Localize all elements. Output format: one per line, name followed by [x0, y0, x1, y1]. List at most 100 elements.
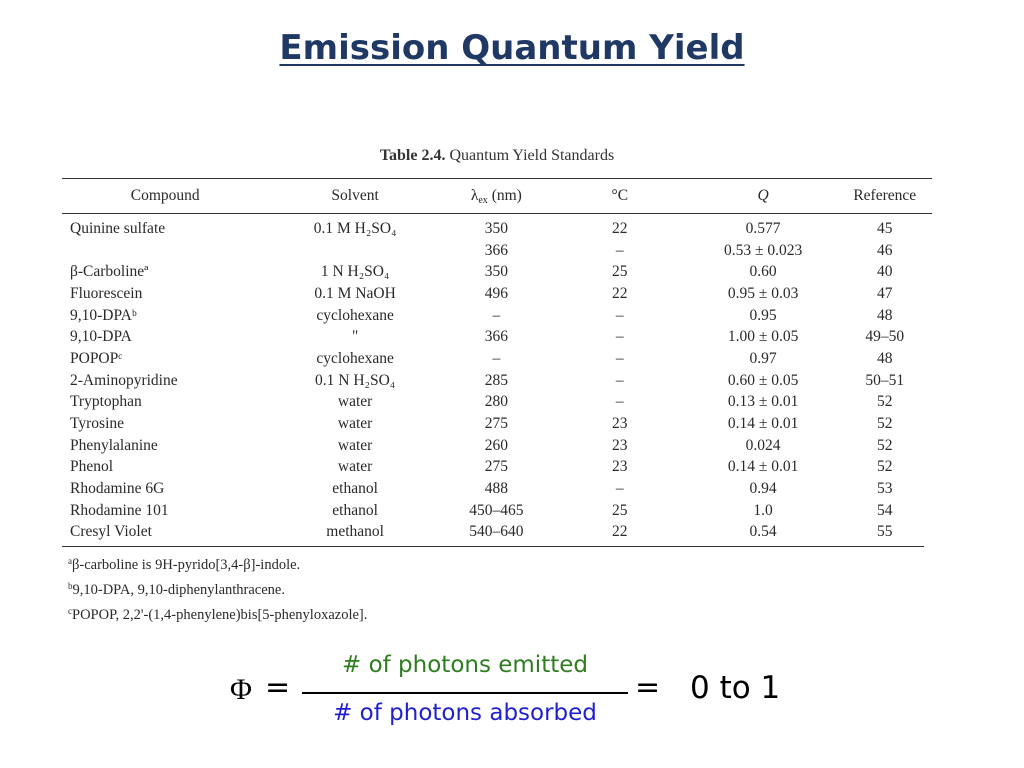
cell-temp: – [615, 241, 624, 259]
cell-solvent: water [337, 458, 373, 476]
cell-reference: 48 [877, 349, 893, 367]
header-lambda-symbol: λ [470, 186, 479, 204]
cell-solvent: 0.1 M H₂SO₄ [313, 219, 397, 237]
table-row: Phenol water 275 23 0.14 ± 0.01 52 [62, 457, 932, 479]
fraction-bar [302, 692, 628, 694]
equation-denominator: # of photons absorbed [333, 700, 597, 726]
table-bottom-rule [62, 546, 924, 547]
cell-solvent: ethanol [332, 480, 378, 498]
cell-solvent: 0.1 N H₂SO₄ [315, 371, 396, 389]
cell-reference: 53 [877, 480, 893, 498]
cell-compound: Cresyl Violet [70, 523, 152, 541]
cell-compound: Rhodamine 101 [70, 501, 169, 519]
cell-q: 0.577 [745, 219, 781, 237]
cell-lambda: 496 [484, 284, 508, 302]
footnote: aβ-carboline is 9H-pyrido[3,4-β]-indole. [68, 551, 367, 576]
cell-lambda: 350 [484, 219, 508, 237]
cell-lambda: 366 [484, 241, 508, 259]
cell-reference: 52 [877, 415, 893, 433]
cell-q: 0.024 [745, 436, 781, 454]
footnote-text: β-carboline is 9H-pyrido[3,4-β]-indole. [72, 557, 301, 573]
cell-reference: 52 [877, 436, 893, 454]
cell-lambda: 280 [484, 393, 508, 411]
cell-temp: – [615, 480, 624, 498]
cell-compound [62, 240, 268, 262]
cell-lambda: 540–640 [469, 523, 524, 541]
cell-reference: 45 [877, 219, 893, 237]
table-row: POPOPᶜ cyclohexane – – 0.97 48 [62, 348, 932, 370]
cell-q: 0.94 [749, 480, 777, 498]
table-row: Cresyl Violet methanol 540–640 22 0.54 55 [62, 522, 932, 544]
cell-lambda: 260 [484, 436, 508, 454]
cell-solvent: 0.1 M NaOH [314, 284, 396, 302]
cell-lambda: 275 [484, 458, 508, 476]
cell-compound: 9,10-DPA [70, 328, 132, 346]
cell-compound: Tyrosine [70, 415, 125, 433]
cell-reference: 52 [877, 393, 893, 411]
cell-reference: 47 [877, 284, 893, 302]
footnote-mark: b [68, 581, 73, 591]
table-header-row: Compound Solvent λex (nm) °C Q Reference [62, 180, 932, 212]
header-q-text: Q [757, 187, 769, 204]
cell-reference: 55 [877, 523, 893, 541]
cell-q: 0.95 [749, 306, 777, 324]
cell-compound: Phenol [70, 458, 114, 476]
header-lambda-sub: ex [478, 194, 488, 206]
cell-temp: – [615, 371, 624, 389]
table-top-rule [62, 178, 932, 179]
quantum-yield-equation: Φ = # of photons emitted # of photons ab… [0, 640, 1024, 740]
cell-temp: 25 [612, 501, 628, 519]
table-body: Quinine sulfate 0.1 M H₂SO₄ 350 22 0.577 45 36… [62, 218, 932, 543]
cell-lambda: 285 [484, 371, 508, 389]
cell-lambda: 366 [484, 328, 508, 346]
table-row: Quinine sulfate 0.1 M H₂SO₄ 350 22 0.577 45 [62, 218, 932, 240]
table-header-rule [62, 213, 932, 214]
cell-compound: 9,10-DPAᵇ [70, 306, 137, 324]
cell-lambda: – [492, 349, 501, 367]
cell-reference: 50–51 [865, 371, 905, 389]
cell-reference: 46 [877, 241, 893, 259]
cell-lambda: 350 [484, 263, 508, 281]
cell-compound: 2-Aminopyridine [70, 371, 178, 389]
cell-compound: β-Carbolineª [70, 263, 149, 281]
table-caption: Table 2.4. Quantum Yield Standards [0, 147, 994, 165]
header-temp: °C [611, 187, 629, 204]
quantum-yield-table: Compound Solvent λex (nm) °C Q Reference… [62, 180, 932, 543]
cell-solvent: water [337, 415, 373, 433]
table-row: Tryptophan water 280 – 0.13 ± 0.01 52 [62, 392, 932, 414]
header-q: Q [689, 180, 838, 212]
equals-sign: = [265, 670, 291, 705]
cell-q: 0.60 ± 0.05 [727, 371, 799, 389]
cell-temp: 23 [612, 458, 628, 476]
header-lambda: λex (nm) [442, 180, 551, 212]
equation-result: 0 to 1 [690, 670, 781, 706]
cell-compound: Phenylalanine [70, 436, 158, 454]
cell-reference: 48 [877, 306, 893, 324]
table-row: Rhodamine 6G ethanol 488 – 0.94 53 [62, 478, 932, 500]
slide-title: Emission Quantum Yield [279, 28, 745, 68]
footnote: b9,10-DPA, 9,10-diphenylanthracene. [68, 576, 367, 601]
cell-q: 0.95 ± 0.03 [727, 284, 799, 302]
cell-compound: Quinine sulfate [70, 219, 166, 237]
cell-temp: – [615, 328, 624, 346]
cell-compound: POPOPᶜ [70, 349, 123, 367]
cell-q: 0.54 [749, 523, 777, 541]
cell-temp: – [615, 306, 624, 324]
table-row: Rhodamine 101 ethanol 450–465 25 1.0 54 [62, 500, 932, 522]
cell-reference: 40 [877, 263, 893, 281]
cell-temp: 22 [612, 523, 628, 541]
phi-symbol: Φ [230, 673, 252, 706]
cell-compound: Rhodamine 6G [70, 480, 165, 498]
cell-q: 0.97 [749, 349, 777, 367]
table-row: β-Carbolineª 1 N H₂SO₄ 350 25 0.60 40 [62, 261, 932, 283]
cell-compound: Tryptophan [70, 393, 142, 411]
cell-q: 1.00 ± 0.05 [727, 328, 799, 346]
table-row: 366 – 0.53 ± 0.023 46 [62, 240, 932, 262]
cell-temp: 23 [612, 436, 628, 454]
table-footnotes: aβ-carboline is 9H-pyrido[3,4-β]-indole.… [68, 551, 367, 626]
header-solvent: Solvent [331, 187, 379, 204]
cell-solvent: methanol [326, 523, 384, 541]
header-lambda-unit: (nm) [491, 186, 522, 204]
equals-sign-2: = [635, 670, 661, 705]
cell-compound: Fluorescein [70, 284, 143, 302]
